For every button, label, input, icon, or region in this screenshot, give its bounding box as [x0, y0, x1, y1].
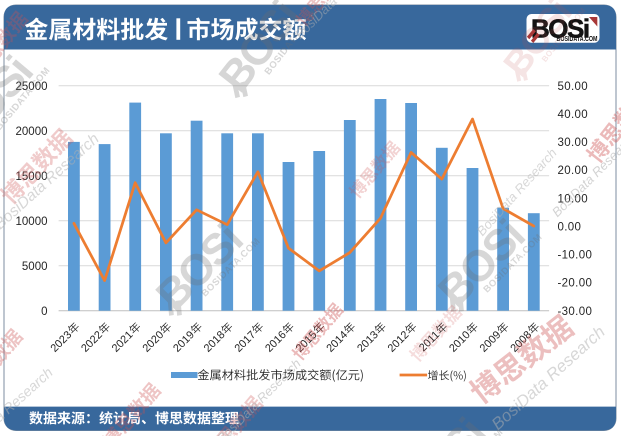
svg-text:20.00: 20.00	[558, 165, 589, 177]
svg-text:0.00: 0.00	[558, 221, 582, 233]
svg-text:BOSIDATA.COM: BOSIDATA.COM	[557, 34, 598, 43]
svg-text:30.00: 30.00	[558, 137, 589, 149]
svg-text:50.00: 50.00	[558, 81, 589, 93]
svg-text:5000: 5000	[22, 261, 48, 273]
svg-text:10000: 10000	[16, 216, 48, 228]
svg-text:-20.00: -20.00	[558, 278, 593, 290]
svg-text:-10.00: -10.00	[558, 250, 593, 262]
svg-text:-30.00: -30.00	[558, 306, 593, 318]
svg-text:0: 0	[41, 306, 47, 318]
svg-text:20000: 20000	[16, 126, 48, 138]
svg-text:40.00: 40.00	[558, 109, 589, 121]
